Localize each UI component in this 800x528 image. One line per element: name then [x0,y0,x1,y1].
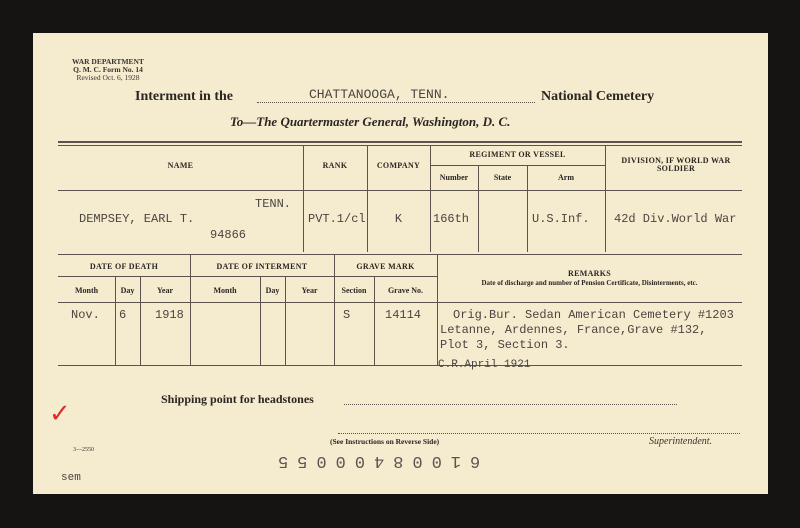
header-interment-year: Year [301,286,318,295]
division-value: 42d Div.World War [614,212,737,226]
revised-date: Revised Oct. 6, 1928 [76,73,140,82]
check-mark-icon: ✓ [49,399,71,429]
header-death-day: Day [120,286,135,295]
death-year: 1918 [155,308,184,322]
header-section: Section [341,286,367,295]
instructions-note: (See Instructions on Reverse Side) [330,437,440,446]
arm-value: U.S.Inf. [532,212,590,226]
title-prefix: Interment in the [135,89,233,104]
remarks-line: Letanne, Ardennes, France,Grave #132, [440,323,707,337]
serial-number-stamp: 61008400055 [269,451,481,470]
rank-value: PVT.1/cl [308,212,366,226]
cemetery-name: CHATTANOOGA, TENN. [309,87,450,102]
print-code: 3—2550 [73,447,94,453]
header-death-month: Month [74,286,99,295]
death-day: 6 [119,308,127,322]
header-name: NAME [167,161,194,170]
header-date-of-death: DATE OF DEATH [89,262,159,271]
remarks-text: Orig.Bur. Sedan American Cemetery #1203 … [440,308,734,353]
header-number: Number [439,173,469,182]
header-state: State [493,173,512,182]
header-grave-mark: GRAVE MARK [356,262,415,271]
header-grave-no: Grave No. [387,286,424,295]
superintendent-label: Superintendent. [649,436,713,447]
header-division: DIVISION, IF WORLD WAR SOLDIER [621,156,731,173]
header-interment-month: Month [213,286,237,295]
form-number: Q. M. C. Form No. 14 [73,65,143,74]
clerk-initials: sem [61,472,81,484]
headstone-record-card: WAR DEPARTMENT Q. M. C. Form No. 14 Revi… [33,33,768,494]
regiment-number: 166th [433,212,470,226]
cr-note: C.R.April 1921 [438,359,531,371]
header-company: COMPANY [376,161,421,170]
remarks-line: Orig.Bur. Sedan American Cemetery #1203 [453,308,734,322]
service-number: 94866 [210,228,247,242]
addressee: To—The Quartermaster General, Washington… [230,114,511,129]
title-suffix: National Cemetery [541,89,655,104]
header-rank: RANK [322,161,348,170]
company-value: K [394,212,403,226]
header-date-of-interment: DATE OF INTERMENT [216,262,308,271]
soldier-name: DEMPSEY, EARL T. [79,212,195,226]
state-note: TENN. [255,197,292,211]
grave-number: 14114 [385,308,422,322]
form-header: WAR DEPARTMENT Q. M. C. Form No. 14 Revi… [63,58,153,82]
death-month: Nov. [71,308,100,322]
header-arm: Arm [558,173,574,182]
header-remarks: REMARKS [568,269,611,278]
grave-section: S [343,308,351,322]
shipping-label: Shipping point for headstones [161,392,314,406]
header-interment-day: Day [265,286,280,295]
header-remarks-sub: Date of discharge and number of Pension … [481,279,698,287]
header-regiment: REGIMENT OR VESSEL [469,150,566,159]
header-death-year: Year [157,286,173,295]
department: WAR DEPARTMENT [72,57,144,66]
remarks-line: Plot 3, Section 3. [440,338,570,352]
